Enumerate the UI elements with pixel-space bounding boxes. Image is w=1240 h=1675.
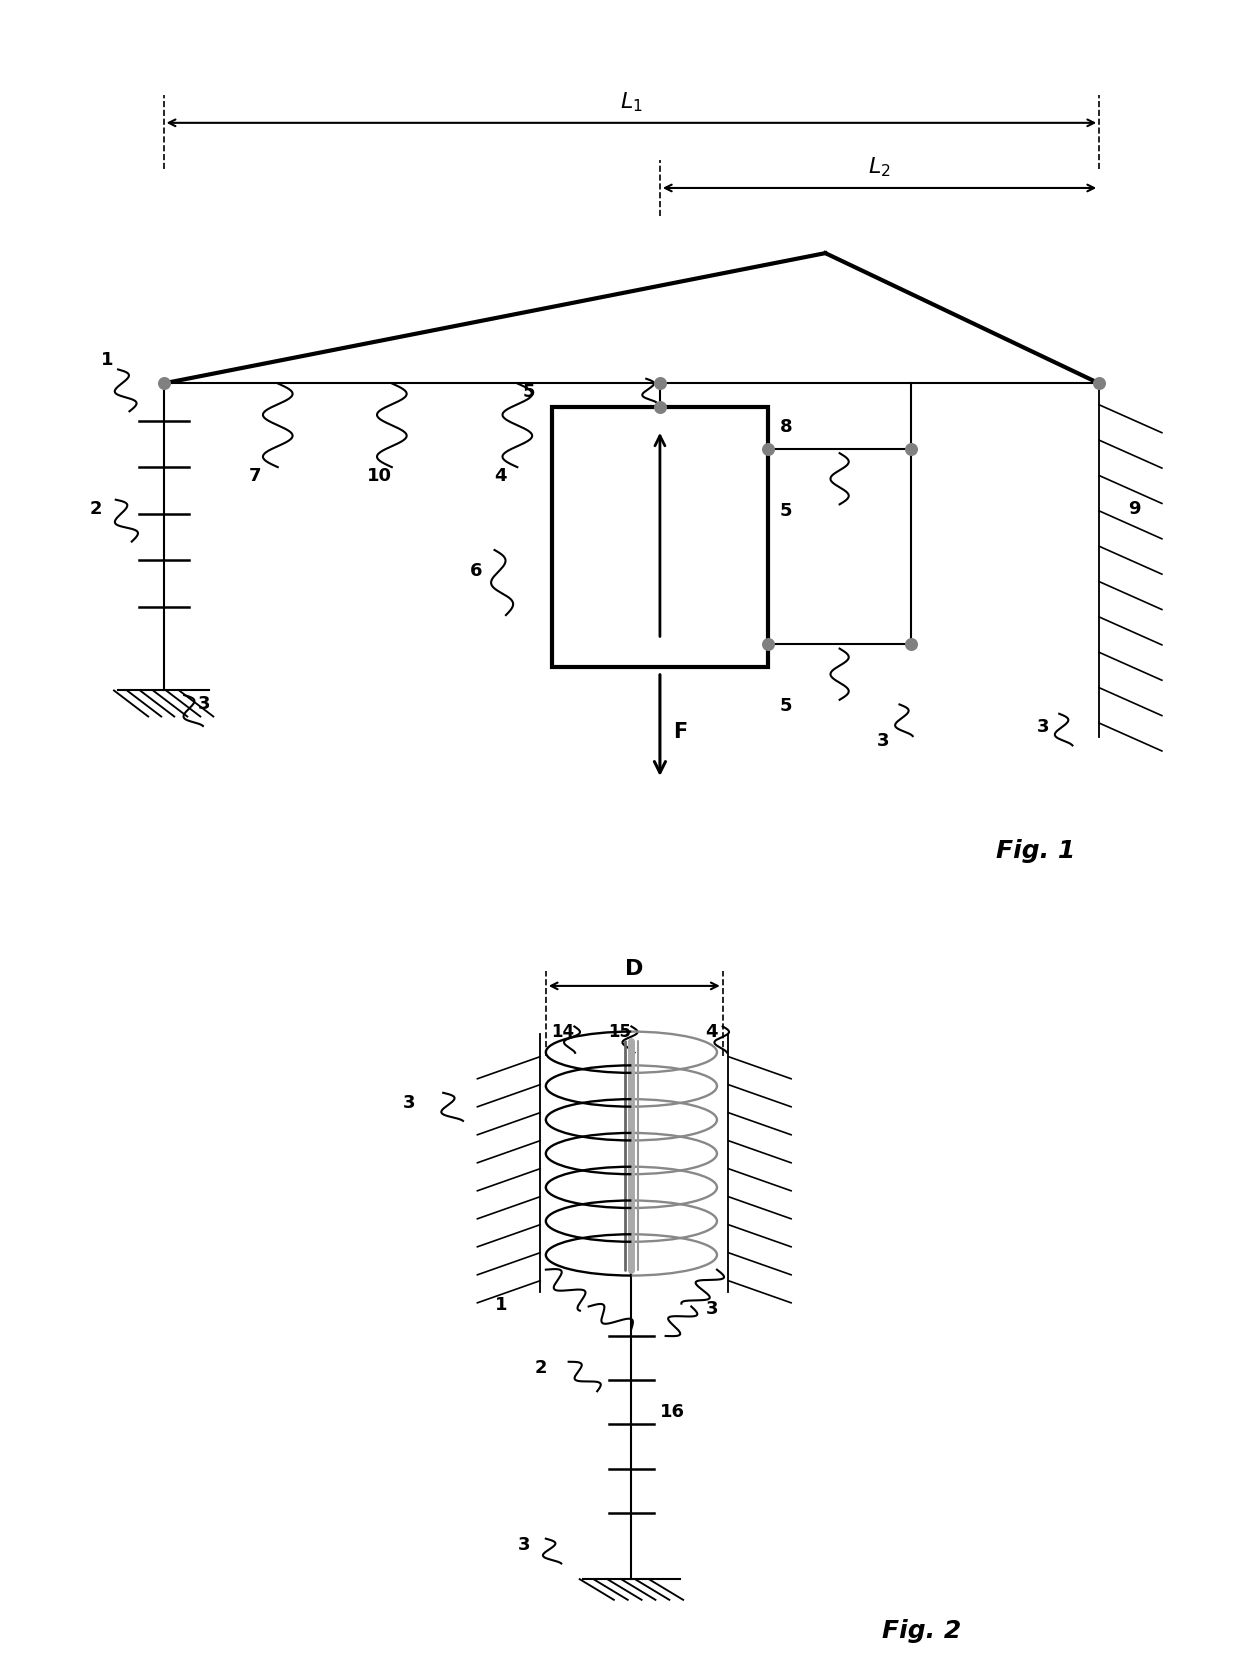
Text: Fig. 1: Fig. 1 [997,839,1076,863]
Text: D: D [625,958,644,978]
Text: 10: 10 [367,467,392,486]
Text: 4: 4 [706,1023,718,1042]
Text: 2: 2 [89,499,102,518]
Text: 3: 3 [517,1536,529,1554]
Text: 14: 14 [552,1023,574,1042]
Text: 3: 3 [1037,719,1049,737]
Point [759,630,779,657]
Text: 2: 2 [534,1358,547,1377]
Point [759,436,779,462]
Text: 5: 5 [780,697,792,715]
Bar [552,407,769,667]
Text: 8: 8 [780,417,792,436]
Text: 16: 16 [660,1404,684,1420]
Point [1089,370,1109,397]
Text: 9: 9 [1127,499,1140,518]
Text: 7: 7 [249,467,262,486]
Text: 6: 6 [470,563,482,580]
Text: F: F [673,722,688,742]
Point [650,394,670,420]
Point [650,370,670,397]
Point [901,630,921,657]
Point [901,436,921,462]
Text: 5: 5 [523,384,536,402]
Text: 15: 15 [609,1023,631,1042]
Text: 3: 3 [403,1094,415,1112]
Text: $\mathit{L}_1$: $\mathit{L}_1$ [620,90,642,114]
Text: 1: 1 [100,350,113,368]
Text: $\mathit{L}_2$: $\mathit{L}_2$ [868,156,890,179]
Text: 5: 5 [780,501,792,519]
Text: 1: 1 [495,1296,507,1315]
Text: 3: 3 [706,1300,718,1318]
Text: 3: 3 [198,695,211,714]
Text: 3: 3 [877,732,889,750]
Text: Fig. 2: Fig. 2 [883,1620,962,1643]
Text: 4: 4 [495,467,507,486]
Point [154,370,174,397]
